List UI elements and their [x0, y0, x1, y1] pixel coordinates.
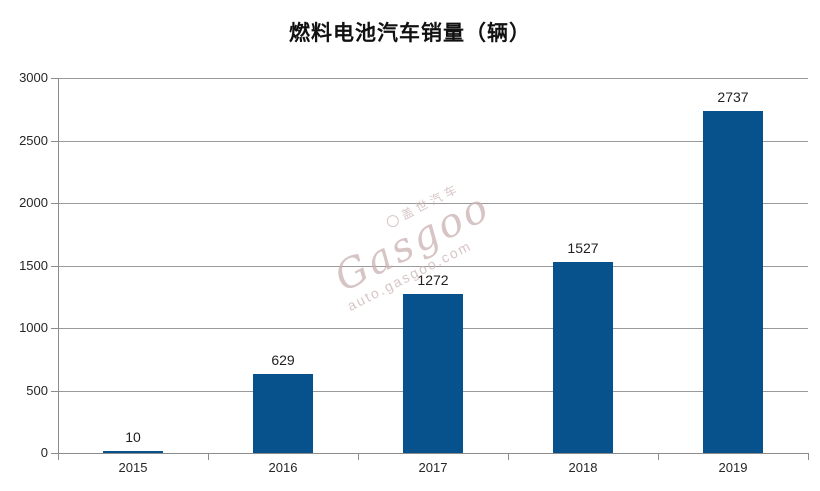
bar-2018	[553, 262, 613, 453]
y-tick-mark-1500	[51, 265, 58, 267]
y-tick-mark-500	[51, 390, 58, 392]
x-tick-mark-5	[808, 453, 809, 460]
x-tick-mark-2	[358, 453, 359, 460]
y-tick-mark-2000	[51, 203, 58, 204]
bar-value-label-2019: 2737	[717, 89, 749, 105]
x-tick-mark-4	[658, 453, 659, 460]
gridline-3000	[58, 78, 808, 79]
y-tick-label-3000: 3000	[19, 70, 48, 85]
y-tick-mark-0	[51, 453, 58, 454]
x-tick-label-2017: 2017	[418, 460, 448, 475]
x-tick-label-2016: 2016	[268, 460, 298, 475]
y-tick-label-1000: 1000	[19, 320, 48, 335]
y-tick-label-2000: 2000	[19, 195, 48, 210]
bar-2015	[103, 451, 163, 453]
gridline-2000	[58, 203, 808, 204]
chart-title: 燃料电池汽车销量（辆）	[289, 22, 531, 45]
plot-area	[51, 78, 809, 460]
bar-value-label-2017: 1272	[417, 272, 449, 288]
bar-value-label-2015: 10	[125, 429, 141, 445]
y-tick-label-500: 500	[26, 382, 48, 398]
y-tick-label-2500: 2500	[19, 132, 48, 148]
bar-2019	[703, 111, 763, 453]
x-tick-label-2019: 2019	[718, 460, 748, 475]
bar-value-label-2016: 629	[271, 352, 295, 368]
x-tick-label-2018: 2018	[568, 460, 598, 475]
x-tick-label-2015: 2015	[118, 460, 148, 475]
x-tick-mark-1	[208, 453, 209, 460]
y-tick-label-1500: 1500	[19, 257, 48, 273]
x-axis-line	[58, 453, 808, 454]
bar-2017	[403, 294, 463, 453]
x-tick-mark-3	[508, 453, 509, 460]
y-axis-line	[58, 78, 59, 453]
gridline-1500	[58, 265, 808, 267]
gridline-2500	[58, 140, 808, 142]
bar-value-label-2018: 1527	[567, 240, 599, 256]
y-tick-mark-1000	[51, 328, 58, 329]
y-tick-mark-3000	[51, 78, 58, 79]
y-tick-mark-2500	[51, 140, 58, 142]
y-tick-label-0: 0	[40, 445, 48, 460]
bar-2016	[253, 374, 313, 453]
x-tick-mark-0	[58, 453, 59, 460]
